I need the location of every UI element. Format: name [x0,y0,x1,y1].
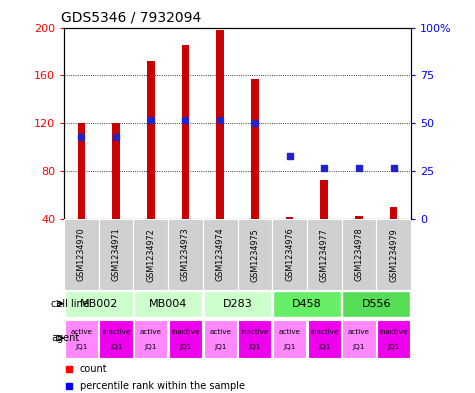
Bar [216,30,224,219]
Text: count: count [80,364,107,374]
Text: GSM1234973: GSM1234973 [181,228,190,281]
Bar [99,320,133,358]
Bar [77,123,85,219]
Bar [203,219,238,290]
Text: JQ1: JQ1 [179,344,192,350]
Text: D458: D458 [292,299,322,309]
Bar [251,79,259,219]
Text: percentile rank within the sample: percentile rank within the sample [80,381,245,391]
Text: GSM1234978: GSM1234978 [354,228,363,281]
Text: cell line: cell line [51,299,89,309]
Bar [376,219,411,290]
Bar [112,123,120,219]
Bar [64,219,99,290]
Bar [342,320,376,358]
Text: JQ1: JQ1 [283,344,296,350]
Text: GDS5346 / 7932094: GDS5346 / 7932094 [61,11,201,25]
Bar [307,320,341,358]
Text: JQ1: JQ1 [110,344,123,350]
Text: JQ1: JQ1 [387,344,400,350]
Bar [377,320,410,358]
Text: inactive: inactive [310,329,339,334]
Text: agent: agent [51,333,79,343]
Bar [169,320,202,358]
Bar [390,208,398,219]
Text: active: active [278,329,301,334]
Bar [342,292,410,317]
Bar [273,292,341,317]
Text: D283: D283 [223,299,252,309]
Text: MB004: MB004 [149,299,187,309]
Text: D556: D556 [361,299,391,309]
Bar [134,320,168,358]
Bar [99,219,133,290]
Bar [147,61,155,219]
Bar [272,219,307,290]
Bar [238,320,272,358]
Text: JQ1: JQ1 [75,344,88,350]
Text: inactive: inactive [241,329,269,334]
Text: active: active [70,329,93,334]
Text: GSM1234975: GSM1234975 [250,228,259,281]
Text: MB002: MB002 [80,299,118,309]
Bar [307,219,342,290]
Text: active: active [140,329,162,334]
Bar [134,292,202,317]
Text: GSM1234972: GSM1234972 [146,228,155,281]
Text: GSM1234971: GSM1234971 [112,228,121,281]
Bar [168,219,203,290]
Bar [133,219,168,290]
Text: active: active [209,329,231,334]
Text: GSM1234970: GSM1234970 [77,228,86,281]
Bar [320,180,328,219]
Text: JQ1: JQ1 [248,344,261,350]
Text: inactive: inactive [379,329,408,334]
Text: JQ1: JQ1 [144,344,157,350]
Text: GSM1234977: GSM1234977 [320,228,329,281]
Bar [65,292,133,317]
Bar [342,219,376,290]
Text: active: active [348,329,370,334]
Bar [355,216,363,219]
Text: GSM1234976: GSM1234976 [285,228,294,281]
Text: JQ1: JQ1 [214,344,227,350]
Bar [203,292,272,317]
Text: inactive: inactive [171,329,200,334]
Text: inactive: inactive [102,329,130,334]
Bar [203,320,237,358]
Bar [238,219,272,290]
Bar [65,320,98,358]
Bar [273,320,306,358]
Bar [285,217,294,219]
Text: JQ1: JQ1 [318,344,331,350]
Text: GSM1234974: GSM1234974 [216,228,225,281]
Bar [181,46,190,219]
Text: GSM1234979: GSM1234979 [389,228,398,281]
Text: JQ1: JQ1 [352,344,365,350]
